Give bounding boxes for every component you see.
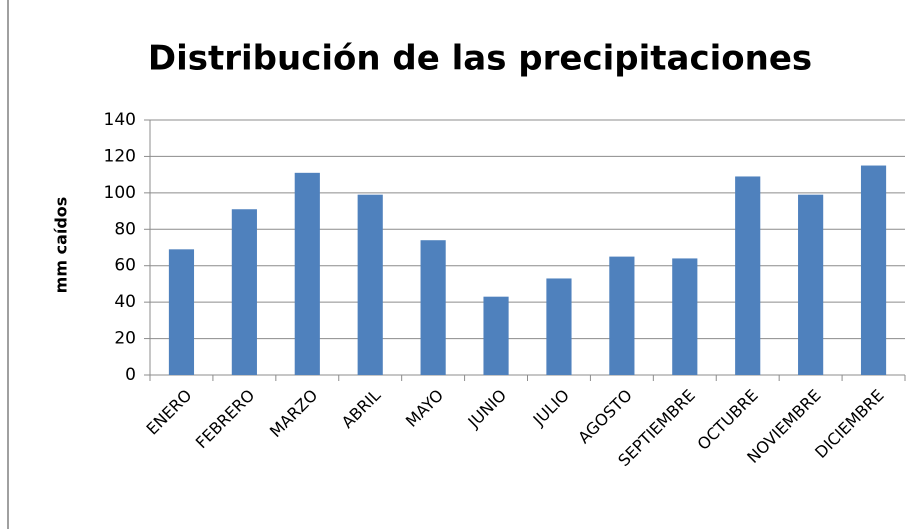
y-tick-label: 20 [114,329,136,349]
y-tick-label: 60 [114,256,136,276]
y-tick-label: 100 [104,183,136,203]
bar [357,194,383,375]
chart-title: Distribución de las precipitaciones [148,39,812,79]
bar [798,194,824,375]
y-tick-label: 140 [104,110,136,130]
bar [735,176,761,375]
y-tick-label: 120 [104,146,136,166]
y-axis-label: mm caídos [52,197,71,294]
y-tick-label: 0 [125,365,136,385]
bar [860,165,887,375]
bar [420,240,446,375]
y-tick-label: 80 [114,219,136,239]
bar [294,172,320,375]
bar [546,278,572,375]
bar [483,296,509,375]
bar [672,258,698,375]
bar [609,256,635,375]
bar [168,249,195,375]
y-tick-label: 40 [114,292,136,312]
bar [231,209,257,375]
